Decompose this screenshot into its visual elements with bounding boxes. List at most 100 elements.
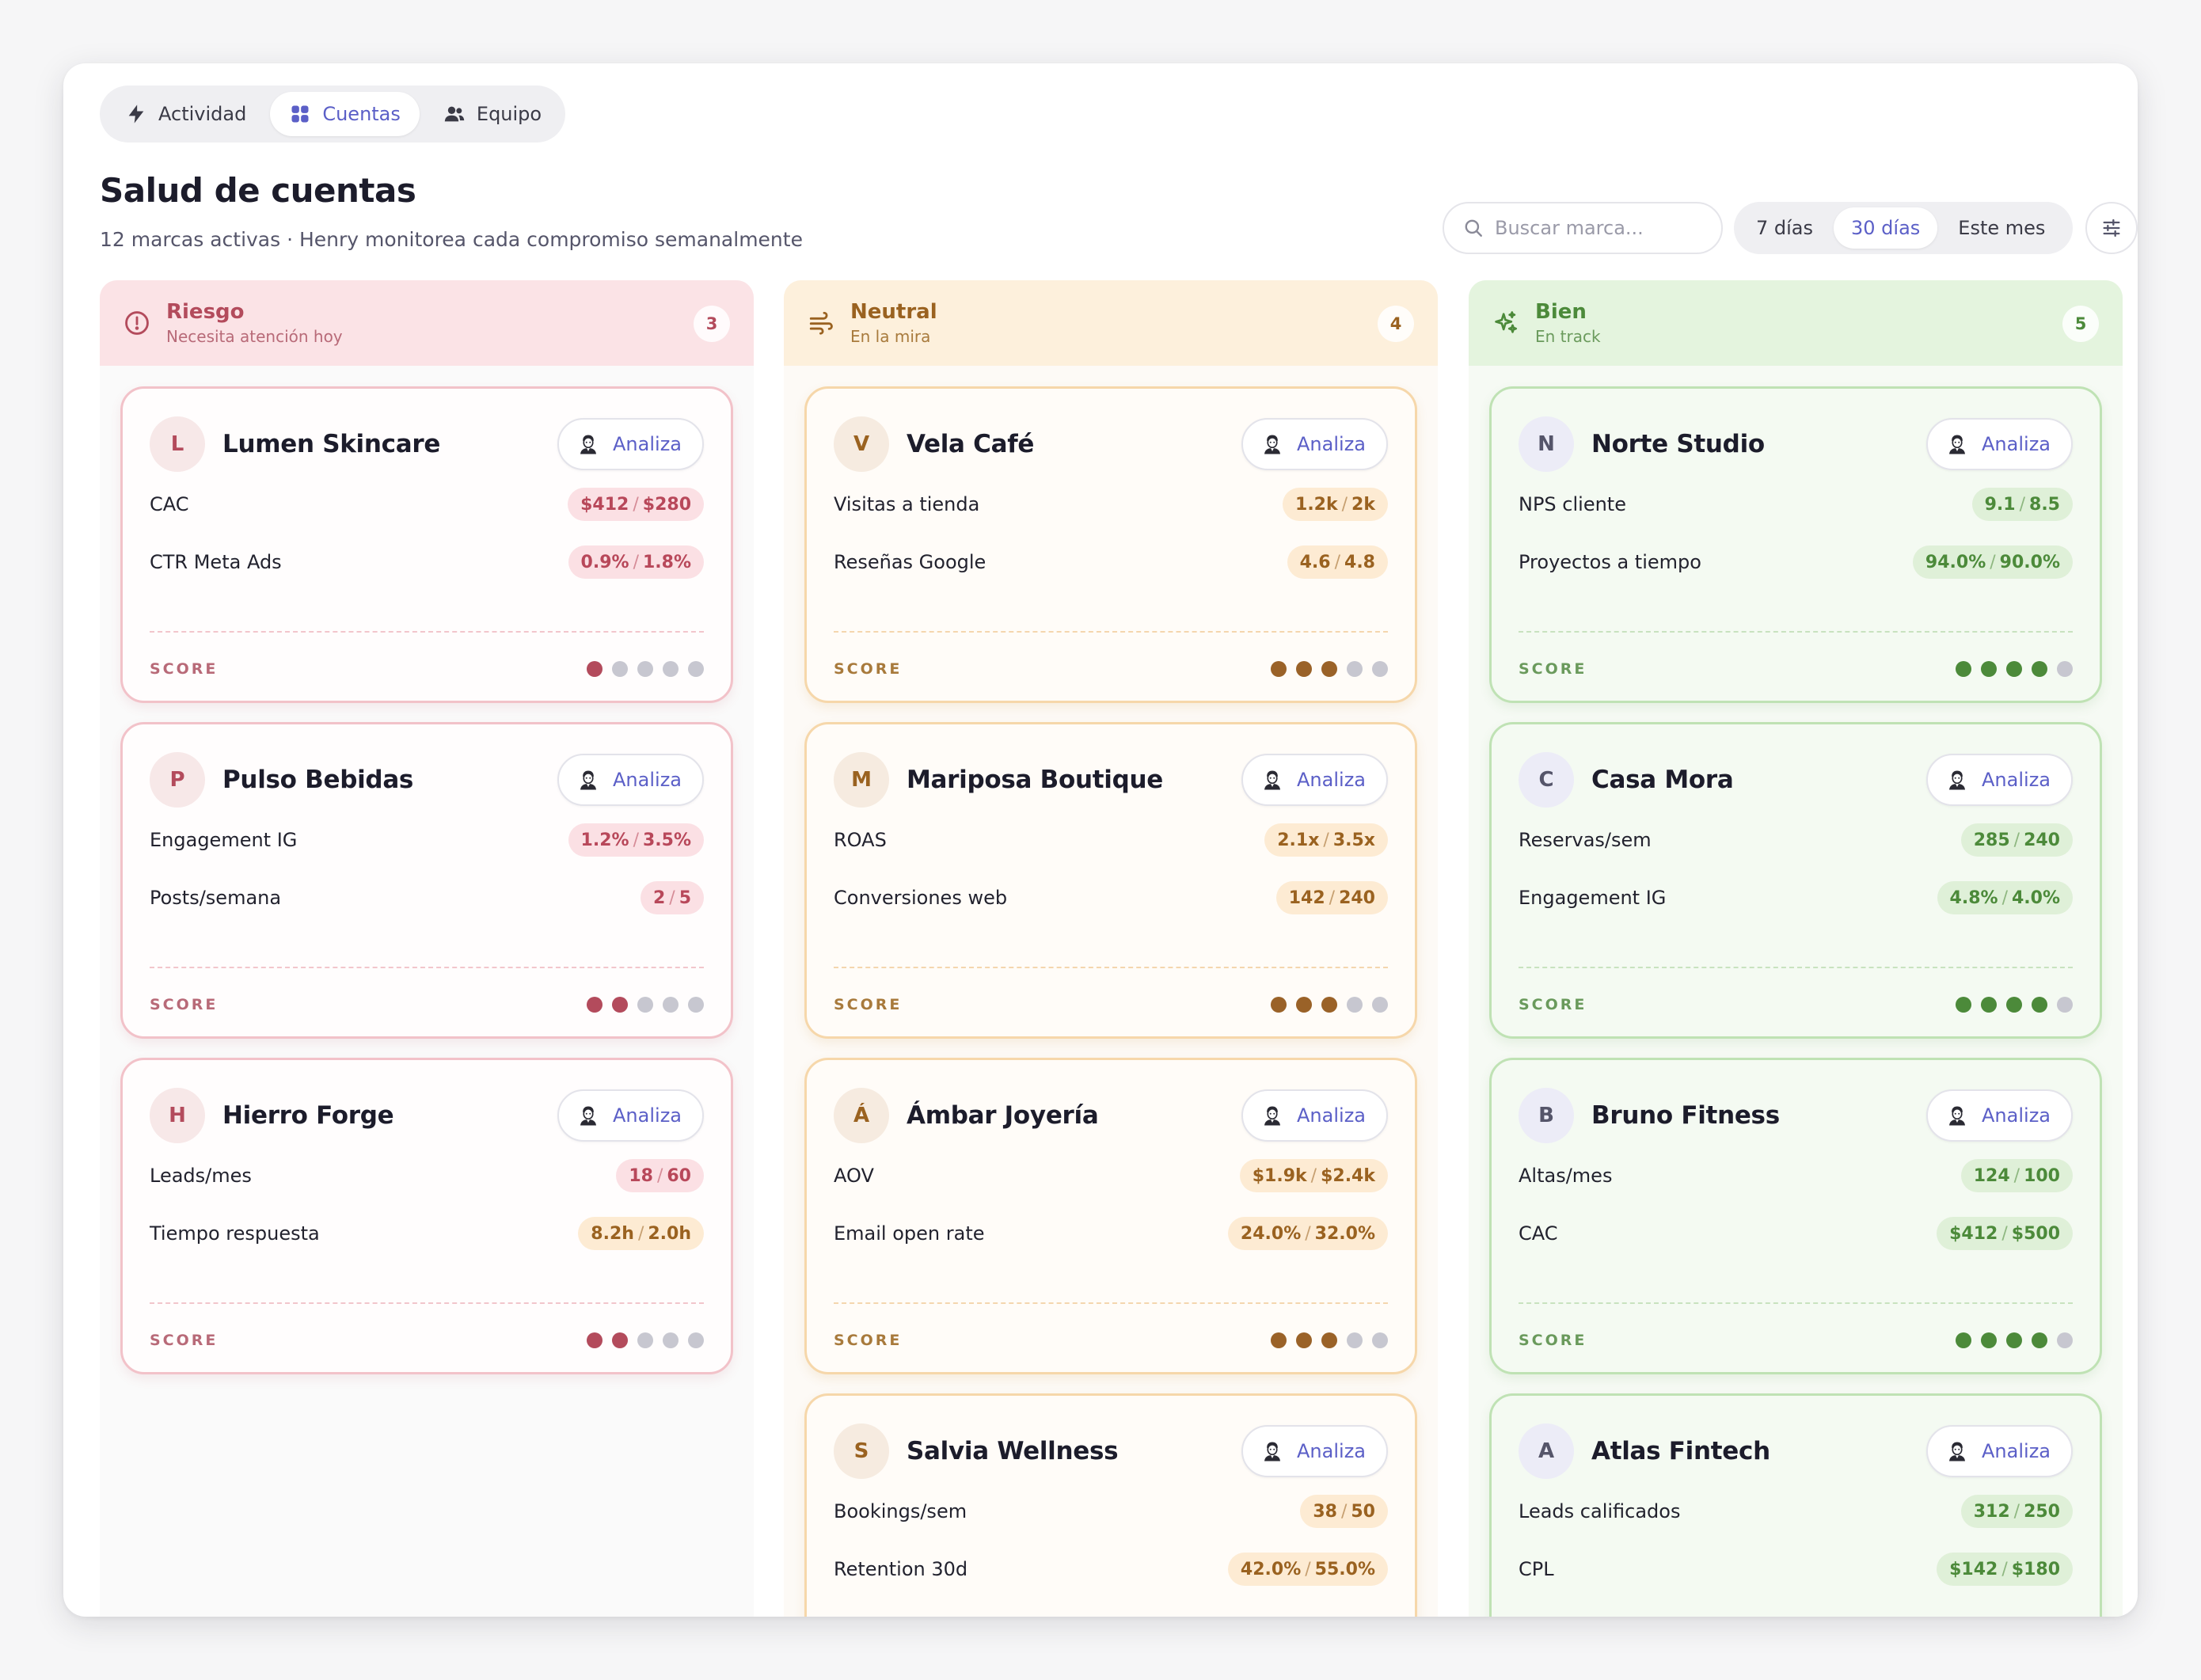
account-card-bruno-fitness[interactable]: B Bruno Fitness Analiza Altas/mes 124/100 CAC… bbox=[1489, 1058, 2102, 1374]
tab-equipo[interactable]: Equipo bbox=[424, 92, 561, 136]
metric-label: Retention 30d bbox=[834, 1558, 968, 1580]
date-range-selector: 7 días 30 días Este mes bbox=[1734, 202, 2073, 254]
analyze-label: Analiza bbox=[1297, 769, 1366, 791]
search-icon bbox=[1465, 219, 1482, 237]
account-card-hierro-forge[interactable]: H Hierro Forge Analiza Leads/mes 18/60 Tiempo… bbox=[120, 1058, 733, 1374]
account-card-ambar-joyeria[interactable]: Á Ámbar Joyería Analiza AOV $1.9k / $2.4k Email… bbox=[804, 1058, 1417, 1374]
column-header: Riesgo Necesita atención hoy 3 bbox=[100, 280, 754, 366]
metric-separator: / bbox=[633, 494, 639, 515]
score-dots bbox=[1956, 1332, 2073, 1348]
score-dot bbox=[637, 661, 653, 677]
metric-row: Engagement IG 4.8%/4.0% bbox=[1519, 880, 2073, 915]
analyze-button[interactable]: Analiza bbox=[1926, 418, 2073, 470]
metric-value-pill: $412/$280 bbox=[568, 488, 704, 521]
tab-actividad[interactable]: Actividad bbox=[106, 92, 265, 136]
account-card-lumen-skincare[interactable]: L Lumen Skincare Analiza CAC $412/$280 CTR Me… bbox=[120, 386, 733, 703]
score-dot bbox=[1296, 1332, 1312, 1348]
account-card-norte-studio[interactable]: N Norte Studio Analiza NPS cliente 9.1/8.5 Pr… bbox=[1489, 386, 2102, 703]
search-input[interactable]: Buscar marca... bbox=[1443, 202, 1723, 254]
metric-label: Leads calificados bbox=[1519, 1500, 1681, 1522]
analyst-avatar-icon bbox=[1264, 435, 1281, 454]
account-card-salvia-wellness[interactable]: S Salvia Wellness Analiza Bookings/sem 38/50… bbox=[804, 1393, 1417, 1617]
filter-button[interactable] bbox=[2085, 202, 2138, 254]
metric-row: Reseñas Google 4.6/4.8 bbox=[834, 545, 1388, 580]
score-dot bbox=[2006, 661, 2022, 677]
metric-target: 240 bbox=[2024, 830, 2060, 850]
range-este-mes[interactable]: Este mes bbox=[1958, 217, 2046, 239]
metric-value-pill: 24.0%/32.0% bbox=[1227, 1217, 1388, 1250]
range-30-dias[interactable]: 30 días bbox=[1834, 207, 1938, 249]
analyst-avatar-icon bbox=[1264, 1106, 1281, 1126]
account-card-casa-mora[interactable]: C Casa Mora Analiza Reservas/sem 285/240 Enga… bbox=[1489, 722, 2102, 1039]
score-row: SCORE bbox=[150, 1325, 704, 1356]
score-dot bbox=[1296, 997, 1312, 1013]
card-divider bbox=[150, 1302, 704, 1304]
analyze-label: Analiza bbox=[613, 1104, 682, 1127]
tab-cuentas[interactable]: Cuentas bbox=[270, 92, 420, 136]
metric-row: Leads/mes 18/60 bbox=[150, 1158, 704, 1193]
column-count-badge: 5 bbox=[2062, 306, 2099, 342]
score-dot bbox=[637, 997, 653, 1013]
metric-current: 4.6 bbox=[1299, 552, 1331, 572]
brand-name: Ámbar Joyería bbox=[907, 1101, 1099, 1130]
metric-value-pill: 9.1/8.5 bbox=[1971, 488, 2073, 521]
account-card-mariposa-boutique[interactable]: M Mariposa Boutique Analiza ROAS 2.1x/3.5x Co… bbox=[804, 722, 1417, 1039]
score-dots bbox=[587, 997, 704, 1013]
analyze-button[interactable]: Analiza bbox=[1241, 1089, 1388, 1142]
metric-row: Altas/mes 124/100 bbox=[1519, 1158, 2073, 1193]
analyze-button[interactable]: Analiza bbox=[557, 754, 704, 806]
analyze-button[interactable]: Analiza bbox=[1241, 418, 1388, 470]
analyze-button[interactable]: Analiza bbox=[1241, 754, 1388, 806]
metric-separator: / bbox=[1334, 552, 1341, 572]
analyze-button[interactable]: Analiza bbox=[1926, 1089, 2073, 1142]
metric-current: 38 bbox=[1313, 1501, 1337, 1522]
analyze-button[interactable]: Analiza bbox=[1926, 1425, 2073, 1477]
page-subtitle: 12 marcas activas · Henry monitorea cada… bbox=[100, 228, 803, 251]
analyze-button[interactable]: Analiza bbox=[557, 1089, 704, 1142]
metric-value-pill: 38/50 bbox=[1300, 1495, 1388, 1528]
metric-separator: / bbox=[633, 552, 639, 572]
metric-value-pill: 124/100 bbox=[1960, 1159, 2073, 1192]
account-card-atlas-fintech[interactable]: A Atlas Fintech Analiza Leads calificados 31… bbox=[1489, 1393, 2102, 1617]
account-card-vela-cafe[interactable]: V Vela Café Analiza Visitas a tienda 1.2k/2k… bbox=[804, 386, 1417, 703]
card-divider bbox=[1519, 967, 2073, 968]
score-dot bbox=[1956, 1332, 1971, 1348]
metric-target: $280 bbox=[642, 494, 691, 515]
metric-label: Altas/mes bbox=[1519, 1165, 1613, 1187]
metric-current: 142 bbox=[1288, 888, 1325, 908]
analyst-avatar-icon bbox=[580, 1106, 597, 1126]
metric-separator: / bbox=[1310, 1165, 1317, 1186]
alert-circle-icon bbox=[124, 310, 150, 336]
metric-label: NPS cliente bbox=[1519, 493, 1626, 515]
score-dot bbox=[1956, 997, 1971, 1013]
score-label: SCORE bbox=[1519, 660, 1587, 678]
analyze-button[interactable]: Analiza bbox=[1926, 754, 2073, 806]
metric-current: 2.1x bbox=[1277, 830, 1320, 850]
analyst-avatar-icon bbox=[1949, 1106, 1966, 1126]
metric-value-pill: 1.2%/3.5% bbox=[568, 823, 704, 857]
account-card-pulso-bebidas[interactable]: P Pulso Bebidas Analiza Engagement IG 1.2%/3… bbox=[120, 722, 733, 1039]
analyze-button[interactable]: Analiza bbox=[1241, 1425, 1388, 1477]
score-dot bbox=[1321, 661, 1337, 677]
metric-row: CAC $412/$280 bbox=[150, 487, 704, 522]
metric-target: $500 bbox=[2011, 1223, 2060, 1244]
score-label: SCORE bbox=[834, 1332, 903, 1349]
metric-current: 18 bbox=[629, 1165, 653, 1186]
analyze-button[interactable]: Analiza bbox=[557, 418, 704, 470]
column-good: Bien En track 5 N Norte Studio Analiza NPS cli… bbox=[1469, 280, 2123, 1617]
metric-target: 5 bbox=[679, 888, 691, 908]
metric-separator: / bbox=[1990, 552, 1996, 572]
metric-separator: / bbox=[656, 1165, 663, 1186]
metric-label: Engagement IG bbox=[150, 829, 298, 851]
metric-value-pill: 18/60 bbox=[616, 1159, 704, 1192]
column-count-badge: 3 bbox=[694, 306, 730, 342]
metric-label: Visitas a tienda bbox=[834, 493, 980, 515]
brand-name: Atlas Fintech bbox=[1591, 1437, 1770, 1465]
range-7-dias[interactable]: 7 días bbox=[1756, 217, 1814, 239]
metric-current: 4.8% bbox=[1949, 888, 1998, 908]
card-divider bbox=[150, 631, 704, 633]
score-dot bbox=[1981, 997, 1997, 1013]
metric-separator: / bbox=[2001, 888, 2008, 908]
metric-label: Email open rate bbox=[834, 1222, 985, 1245]
score-dot bbox=[1271, 997, 1287, 1013]
